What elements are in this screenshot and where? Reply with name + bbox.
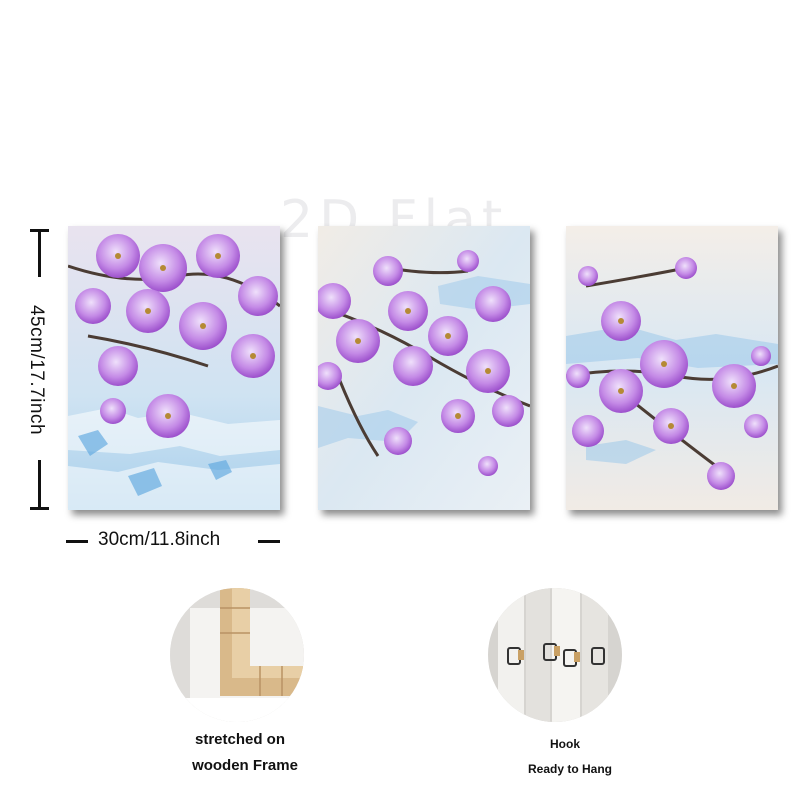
hook-caption-line2: Ready to Hang: [527, 762, 612, 776]
width-marker-left: [66, 540, 88, 543]
width-marker-right: [258, 540, 280, 543]
wooden-frame-photo: [170, 588, 304, 722]
blossoms: [75, 234, 278, 438]
canvas-panel-center: [318, 226, 530, 510]
height-marker-line-top: [38, 229, 41, 277]
cherry-blossom-painting-left: [68, 226, 280, 510]
height-marker-bottom: [30, 507, 49, 510]
height-marker-line-bottom: [38, 460, 41, 510]
canvas-panel-left: [68, 226, 280, 510]
cherry-blossom-painting-center: [318, 226, 530, 510]
height-dimension-label: 45cm/17.7inch: [26, 304, 47, 436]
frame-caption-line2: wooden Frame: [192, 757, 298, 774]
canvas-panel-right: [566, 226, 778, 510]
hook-caption-line1: Hook: [550, 737, 580, 751]
hanging-hook-photo: [488, 588, 622, 722]
frame-caption-line1: stretched on: [194, 731, 285, 748]
cherry-blossom-painting-right: [566, 226, 778, 510]
width-dimension-label: 30cm/11.8inch: [98, 529, 221, 550]
